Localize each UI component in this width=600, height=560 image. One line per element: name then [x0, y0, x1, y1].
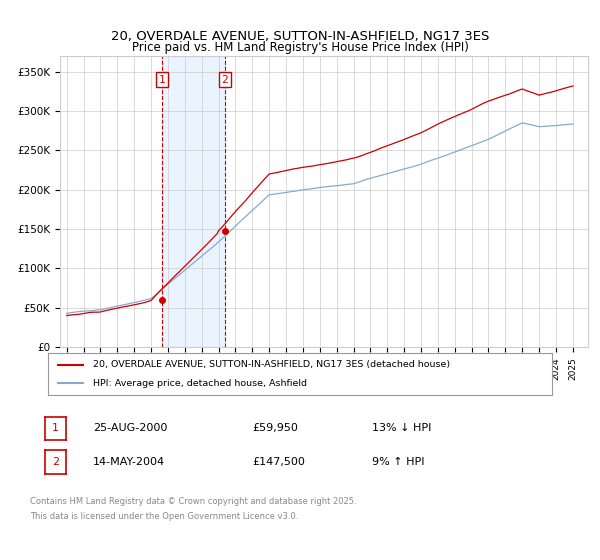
Text: £59,950: £59,950 [252, 423, 298, 433]
Text: HPI: Average price, detached house, Ashfield: HPI: Average price, detached house, Ashf… [94, 379, 307, 388]
Text: Contains HM Land Registry data © Crown copyright and database right 2025.: Contains HM Land Registry data © Crown c… [30, 497, 356, 506]
Text: 1: 1 [158, 74, 166, 85]
Text: This data is licensed under the Open Government Licence v3.0.: This data is licensed under the Open Gov… [30, 512, 298, 521]
Text: £147,500: £147,500 [252, 457, 305, 467]
Text: 20, OVERDALE AVENUE, SUTTON-IN-ASHFIELD, NG17 3ES (detached house): 20, OVERDALE AVENUE, SUTTON-IN-ASHFIELD,… [94, 360, 451, 369]
Bar [162, 56, 225, 347]
Text: 9% ↑ HPI: 9% ↑ HPI [372, 457, 425, 467]
Text: 1: 1 [52, 423, 59, 433]
Text: 14-MAY-2004: 14-MAY-2004 [93, 457, 165, 467]
Text: 13% ↓ HPI: 13% ↓ HPI [372, 423, 431, 433]
Text: 25-AUG-2000: 25-AUG-2000 [93, 423, 167, 433]
Text: 2: 2 [52, 457, 59, 467]
Text: 2: 2 [221, 74, 228, 85]
Text: Price paid vs. HM Land Registry's House Price Index (HPI): Price paid vs. HM Land Registry's House … [131, 41, 469, 54]
Text: 20, OVERDALE AVENUE, SUTTON-IN-ASHFIELD, NG17 3ES: 20, OVERDALE AVENUE, SUTTON-IN-ASHFIELD,… [111, 30, 489, 43]
